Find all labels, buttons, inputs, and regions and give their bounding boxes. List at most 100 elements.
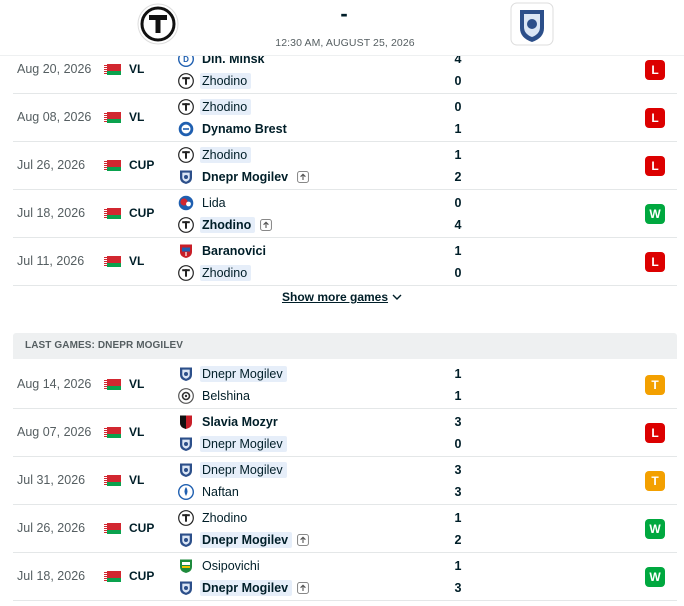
torpedo-zhodino-logo <box>178 510 194 526</box>
match-row[interactable]: Jul 18, 2026 CUP Lida Zhodino 0 4 W <box>13 190 677 238</box>
home-score: 0 <box>454 196 462 210</box>
competition-label[interactable]: CUP <box>129 206 155 220</box>
dnepr-mogilev-logo <box>180 533 192 547</box>
naftan-logo <box>178 484 194 500</box>
team-name[interactable]: Zhodino <box>200 217 256 233</box>
competition-label[interactable]: VL <box>129 377 145 391</box>
competition-label[interactable]: VL <box>129 254 145 268</box>
team-entry[interactable]: Zhodino <box>178 509 251 527</box>
show-more-games-button[interactable]: Show more games <box>0 290 684 304</box>
team-entry[interactable]: Zhodino <box>178 146 252 164</box>
torpedo-zhodino-logo[interactable] <box>137 3 179 45</box>
dnepr-mogilev-logo <box>180 581 192 595</box>
competition-label[interactable]: VL <box>129 62 145 76</box>
team-name[interactable]: Dnepr Mogilev <box>200 580 293 596</box>
belarus-flag-icon <box>104 475 121 486</box>
match-row[interactable]: Jul 11, 2026 VL Baranovici Zhodino 1 0 L <box>13 238 677 286</box>
competition-label[interactable]: VL <box>129 425 145 439</box>
match-row[interactable]: Jul 26, 2026 CUP Zhodino Dnepr Mogilev 1 2 L <box>13 142 677 190</box>
team-name[interactable]: Dnepr Mogilev <box>202 170 289 184</box>
match-row[interactable]: Aug 14, 2026 VL Dnepr Mogilev Belshina 1 1 T <box>13 361 677 409</box>
competition-label[interactable]: CUP <box>129 158 155 172</box>
match-date: Jul 11, 2026 <box>17 254 85 268</box>
competition-label[interactable]: CUP <box>129 521 155 535</box>
team-name[interactable]: Zhodino <box>200 265 252 281</box>
team-name[interactable]: Zhodino <box>200 147 252 163</box>
team-entry[interactable]: Zhodino <box>178 264 252 282</box>
team-entry[interactable]: Slavia Mozyr <box>178 413 282 431</box>
team-entry[interactable]: Dnepr Mogilev <box>178 461 287 479</box>
team-name[interactable]: Dnepr Mogilev <box>200 436 287 452</box>
team-name[interactable]: Zhodino <box>200 99 252 115</box>
result-badge: L <box>645 423 665 443</box>
advanced-arrow-icon <box>260 219 273 231</box>
svg-text:D: D <box>183 55 189 64</box>
team-entry[interactable]: Naftan <box>178 483 243 501</box>
result-badge: T <box>645 375 665 395</box>
team-entry[interactable]: Dnepr Mogilev <box>178 168 309 186</box>
team-entry[interactable]: Zhodino <box>178 72 252 90</box>
dnepr-mogilev-logo[interactable] <box>510 2 554 46</box>
show-more-label: Show more games <box>281 290 389 304</box>
dynamo-brest-logo <box>178 121 194 137</box>
team-name[interactable]: Dnepr Mogilev <box>200 462 287 478</box>
team-entry[interactable]: Belshina <box>178 387 254 405</box>
advanced-arrow-icon <box>297 582 309 594</box>
team-entry[interactable]: Dnepr Mogilev <box>178 365 287 383</box>
home-score: 4 <box>454 52 462 66</box>
home-score: 1 <box>454 148 462 162</box>
team-name[interactable]: Belshina <box>202 389 250 403</box>
team-entry[interactable]: Lida <box>178 194 230 212</box>
team-name[interactable]: Dynamo Brest <box>202 122 287 136</box>
team-entry[interactable]: Osipovichi <box>178 557 264 575</box>
result-badge: L <box>645 156 665 176</box>
home-score: 3 <box>454 415 462 429</box>
team-name[interactable]: Baranovici <box>202 244 266 258</box>
match-date: Jul 18, 2026 <box>17 569 86 583</box>
match-row[interactable]: Jul 26, 2026 CUP Zhodino Dnepr Mogilev 1 2 W <box>13 505 677 553</box>
home-score: 1 <box>454 511 462 525</box>
team-name[interactable]: Slavia Mozyr <box>202 415 278 429</box>
competition-label[interactable]: VL <box>129 110 145 124</box>
away-score: 2 <box>454 170 462 184</box>
match-header: - 12:30 AM, AUGUST 25, 2026 <box>0 0 684 56</box>
match-date: Jul 26, 2026 <box>17 158 86 172</box>
team-name[interactable]: Dnepr Mogilev <box>200 366 287 382</box>
away-score: 0 <box>454 437 462 451</box>
team-name[interactable]: Zhodino <box>200 73 252 89</box>
match-row[interactable]: Jul 18, 2026 CUP Osipovichi Dnepr Mogilev 1 3… <box>13 553 677 601</box>
chevron-down-icon <box>392 294 402 301</box>
dnepr-mogilev-logo <box>180 437 192 451</box>
team-entry[interactable]: Zhodino <box>178 98 252 116</box>
match-row[interactable]: Jul 31, 2026 VL Dnepr Mogilev Naftan 3 3 T <box>13 457 677 505</box>
slavia-mozyr-logo <box>180 415 192 429</box>
team-entry[interactable]: Dnepr Mogilev <box>178 531 309 549</box>
competition-label[interactable]: CUP <box>129 569 155 583</box>
match-date: Jul 26, 2026 <box>17 521 86 535</box>
team-name[interactable]: Lida <box>202 196 226 210</box>
team-name[interactable]: Osipovichi <box>202 559 260 573</box>
team-name[interactable]: Dnepr Mogilev <box>200 532 293 548</box>
torpedo-zhodino-logo <box>178 217 194 233</box>
match-row[interactable]: Aug 08, 2026 VL Zhodino Dynamo Brest 0 1 L <box>13 94 677 142</box>
team-name[interactable]: Zhodino <box>202 511 248 525</box>
competition-label[interactable]: VL <box>129 473 145 487</box>
team-entry[interactable]: Zhodino <box>178 216 273 234</box>
match-date: Aug 07, 2026 <box>17 425 92 439</box>
result-badge: L <box>645 252 665 272</box>
team-entry[interactable]: Dynamo Brest <box>178 120 291 138</box>
result-badge: W <box>645 519 665 539</box>
torpedo-zhodino-logo <box>178 147 194 163</box>
dnepr-mogilev-logo <box>180 367 192 381</box>
match-time: 12:30 AM, AUGUST 25, 2026 <box>275 37 415 49</box>
team-name[interactable]: Naftan <box>202 485 239 499</box>
advanced-arrow-icon <box>297 171 309 183</box>
match-row[interactable]: Aug 07, 2026 VL Slavia Mozyr Dnepr Mogilev 3… <box>13 409 677 457</box>
home-games-list: Aug 20, 2026 VL D Din. Minsk Zhodino 4 0 L Aug 0… <box>13 46 677 286</box>
team-entry[interactable]: Dnepr Mogilev <box>178 579 309 597</box>
team-entry[interactable]: Dnepr Mogilev <box>178 435 287 453</box>
baranovichi-logo <box>180 244 192 258</box>
home-score: 1 <box>454 559 462 573</box>
team-entry[interactable]: Baranovici <box>178 242 270 260</box>
belarus-flag-icon <box>104 379 121 390</box>
